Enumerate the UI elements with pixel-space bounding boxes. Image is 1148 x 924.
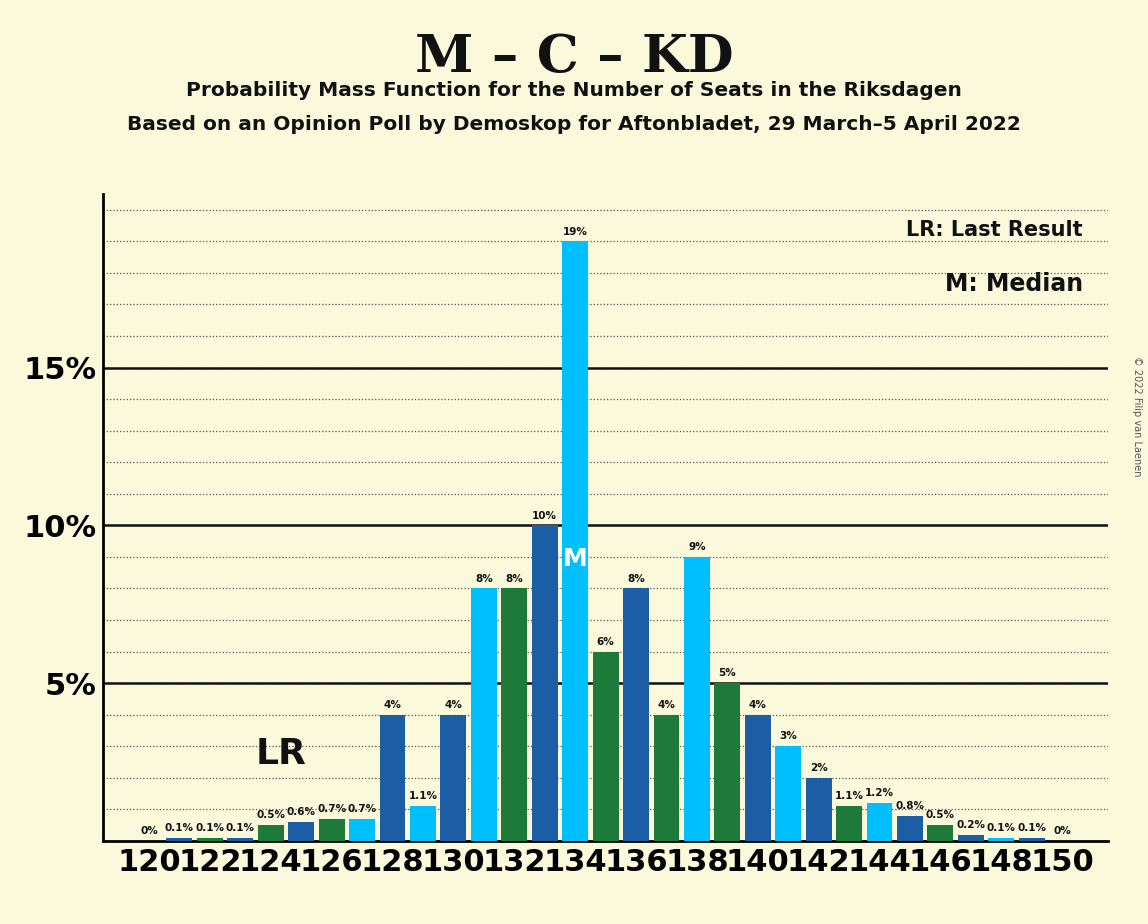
- Text: 0.1%: 0.1%: [987, 823, 1016, 833]
- Bar: [288, 822, 315, 841]
- Bar: [745, 714, 770, 841]
- Text: 0%: 0%: [140, 826, 158, 836]
- Bar: [957, 834, 984, 841]
- Text: 0%: 0%: [1053, 826, 1071, 836]
- Bar: [563, 241, 588, 841]
- Bar: [714, 683, 740, 841]
- Text: 0.7%: 0.7%: [317, 804, 347, 814]
- Bar: [806, 778, 831, 841]
- Text: 0.1%: 0.1%: [226, 823, 255, 833]
- Text: 4%: 4%: [658, 699, 675, 710]
- Bar: [319, 819, 344, 841]
- Bar: [623, 589, 649, 841]
- Text: © 2022 Filip van Laenen: © 2022 Filip van Laenen: [1132, 356, 1141, 476]
- Bar: [897, 816, 923, 841]
- Text: 5%: 5%: [719, 668, 736, 678]
- Text: 0.1%: 0.1%: [1017, 823, 1046, 833]
- Text: Based on an Opinion Poll by Demoskop for Aftonbladet, 29 March–5 April 2022: Based on an Opinion Poll by Demoskop for…: [127, 115, 1021, 134]
- Text: 8%: 8%: [627, 574, 645, 584]
- Text: 1.1%: 1.1%: [409, 791, 437, 801]
- Text: Probability Mass Function for the Number of Seats in the Riksdagen: Probability Mass Function for the Number…: [186, 81, 962, 101]
- Text: 0.5%: 0.5%: [256, 810, 285, 821]
- Bar: [441, 714, 466, 841]
- Text: 8%: 8%: [505, 574, 523, 584]
- Text: 0.7%: 0.7%: [348, 804, 377, 814]
- Bar: [867, 803, 892, 841]
- Bar: [988, 838, 1014, 841]
- Bar: [836, 806, 862, 841]
- Text: 0.6%: 0.6%: [287, 808, 316, 817]
- Text: 1.2%: 1.2%: [866, 788, 894, 798]
- Bar: [471, 589, 497, 841]
- Bar: [166, 838, 193, 841]
- Text: 2%: 2%: [809, 763, 828, 773]
- Text: 19%: 19%: [563, 226, 588, 237]
- Text: 0.1%: 0.1%: [165, 823, 194, 833]
- Text: 10%: 10%: [533, 511, 557, 520]
- Text: 0.5%: 0.5%: [926, 810, 955, 821]
- Text: 9%: 9%: [688, 542, 706, 553]
- Bar: [380, 714, 405, 841]
- Text: 0.1%: 0.1%: [195, 823, 224, 833]
- Bar: [410, 806, 436, 841]
- Text: LR: LR: [256, 737, 307, 772]
- Text: 0.8%: 0.8%: [895, 801, 924, 811]
- Bar: [684, 557, 709, 841]
- Bar: [502, 589, 527, 841]
- Text: 4%: 4%: [383, 699, 402, 710]
- Text: M: Median: M: Median: [945, 272, 1083, 296]
- Text: 8%: 8%: [475, 574, 492, 584]
- Bar: [227, 838, 254, 841]
- Bar: [592, 651, 619, 841]
- Text: 6%: 6%: [597, 637, 614, 647]
- Bar: [197, 838, 223, 841]
- Text: 4%: 4%: [748, 699, 767, 710]
- Text: 1.1%: 1.1%: [835, 791, 863, 801]
- Bar: [775, 747, 801, 841]
- Text: M: M: [563, 547, 588, 571]
- Bar: [258, 825, 284, 841]
- Bar: [1018, 838, 1045, 841]
- Bar: [928, 825, 953, 841]
- Bar: [349, 819, 375, 841]
- Text: LR: Last Result: LR: Last Result: [906, 220, 1083, 240]
- Text: 4%: 4%: [444, 699, 463, 710]
- Text: 3%: 3%: [779, 732, 797, 741]
- Text: M – C – KD: M – C – KD: [414, 32, 734, 83]
- Bar: [532, 526, 558, 841]
- Bar: [653, 714, 680, 841]
- Text: 0.2%: 0.2%: [956, 820, 985, 830]
